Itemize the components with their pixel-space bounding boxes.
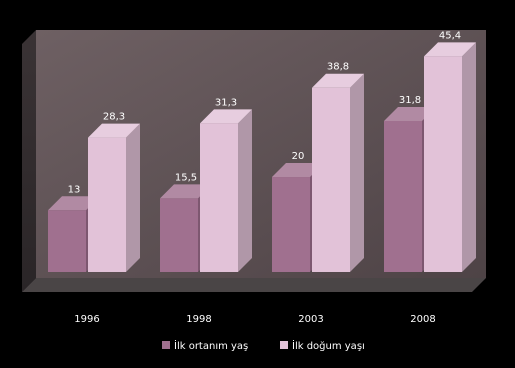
side-wall [22, 30, 36, 292]
bar-top-face [88, 123, 140, 138]
data-label-1998-series-1: 15,5 [175, 172, 197, 183]
bar-top-face [160, 184, 212, 199]
bar-front-face [200, 123, 238, 273]
data-label-2003-series-1: 20 [292, 151, 305, 162]
data-label-1996-series-1: 13 [68, 184, 81, 195]
data-label-1998-series-2: 31,3 [215, 97, 237, 108]
bar-2003-series-2 [312, 73, 364, 273]
data-label-1996-series-2: 28,3 [103, 112, 125, 123]
data-label-2008-series-2: 45,4 [439, 30, 461, 41]
legend-label: İlk ortanım yaş [174, 339, 248, 352]
data-label-group: 13 28,3 15,5 31,3 20 38,8 31,8 45,4 [68, 30, 462, 195]
bar-front-face [88, 137, 126, 272]
bar-top-face [424, 42, 476, 57]
bar-1998-series-2 [200, 109, 252, 273]
bar-top-face [272, 163, 324, 178]
bar-side-face [238, 109, 252, 273]
bar-side-face [126, 123, 140, 272]
bar-top-face [48, 196, 100, 211]
floor [22, 278, 486, 292]
bar-1996-series-2 [88, 123, 140, 272]
bar-2008-series-2 [424, 42, 476, 272]
legend-swatch [162, 341, 170, 349]
bar-front-face [312, 87, 350, 273]
x-tick-group: 1996 1998 2003 2008 [74, 314, 435, 325]
bar-side-face [350, 73, 364, 273]
x-tick-label-2003: 2003 [298, 314, 323, 325]
x-tick-label-1996: 1996 [74, 314, 99, 325]
bar-front-face [160, 198, 198, 272]
x-tick-label-2008: 2008 [410, 314, 435, 325]
legend-item-series-2: İlk doğum yaşı [280, 339, 365, 352]
legend-item-series-1: İlk ortanım yaş [162, 339, 248, 352]
bar-group [48, 42, 476, 273]
bar-top-face [200, 109, 252, 124]
data-label-2008-series-1: 31,8 [399, 95, 421, 106]
bar-top-face [312, 73, 364, 88]
legend: İlk ortanım yaş İlk doğum yaşı [162, 339, 365, 352]
bar-side-face [462, 42, 476, 272]
x-tick-label-1998: 1998 [186, 314, 211, 325]
data-label-2003-series-2: 38,8 [327, 62, 349, 73]
legend-label: İlk doğum yaşı [292, 339, 365, 352]
bar-front-face [272, 177, 310, 272]
bar-front-face [48, 210, 86, 272]
bar-front-face [384, 120, 422, 272]
bar-front-face [424, 56, 462, 272]
legend-swatch [280, 341, 288, 349]
bar-top-face [384, 106, 436, 121]
